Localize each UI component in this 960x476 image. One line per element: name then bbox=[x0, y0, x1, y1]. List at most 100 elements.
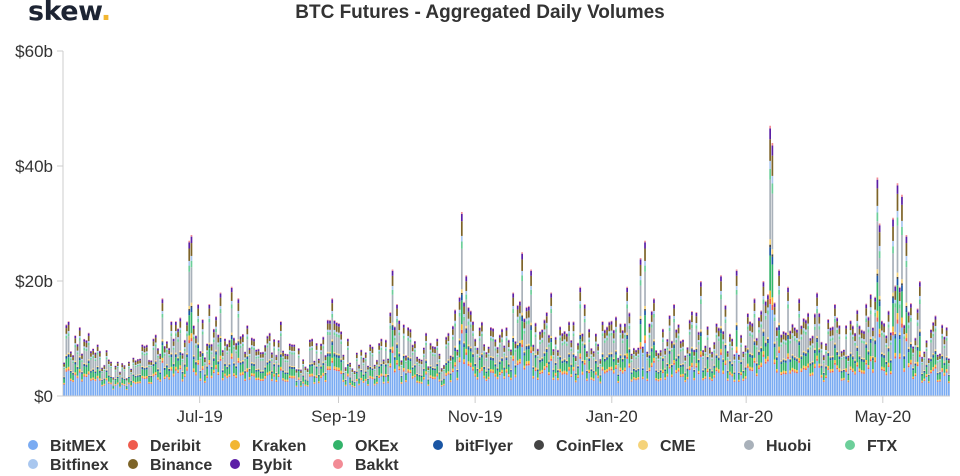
bar-segment-ftx bbox=[291, 352, 293, 355]
bar-segment-bitmex bbox=[496, 379, 499, 396]
bar-segment-bitflyer bbox=[380, 364, 383, 367]
bar-segment-cme bbox=[228, 363, 231, 365]
day-bar bbox=[586, 351, 588, 396]
bar-segment-deribit bbox=[847, 381, 850, 383]
day-bar bbox=[695, 312, 698, 396]
bar-segment-bitmex bbox=[554, 375, 557, 396]
bar-segment-bybit bbox=[523, 319, 526, 323]
bar-segment-coinflex bbox=[338, 355, 340, 356]
bar-segment-okex bbox=[284, 373, 287, 380]
day-bar bbox=[708, 347, 711, 396]
bar-segment-ftx bbox=[215, 329, 217, 333]
bar-segment-bitflyer bbox=[662, 359, 664, 362]
bar-segment-bitfinex bbox=[204, 362, 206, 364]
bar-segment-okex bbox=[559, 359, 561, 369]
day-bar bbox=[456, 349, 459, 396]
bar-segment-okex bbox=[541, 361, 544, 370]
bar-segment-coinflex bbox=[467, 346, 470, 348]
bar-segment-binance bbox=[114, 367, 117, 370]
bar-segment-kraken bbox=[682, 373, 684, 376]
bar-segment-huobi bbox=[215, 332, 217, 350]
bar-segment-okex bbox=[838, 359, 841, 369]
bar-segment-kraken bbox=[248, 377, 251, 379]
bar-segment-ftx bbox=[595, 343, 597, 346]
bar-segment-bitfinex bbox=[608, 331, 611, 334]
bar-segment-okex bbox=[715, 358, 718, 368]
bar-segment-bitmex bbox=[565, 374, 568, 396]
bar-segment-bakkt bbox=[825, 343, 827, 344]
bar-segment-okex bbox=[114, 380, 117, 385]
bar-segment-bitmex bbox=[467, 365, 470, 396]
bar-segment-kraken bbox=[324, 379, 327, 382]
bar-segment-bakkt bbox=[805, 319, 807, 321]
bar-segment-kraken bbox=[458, 357, 461, 361]
bar-segment-cme bbox=[599, 374, 602, 376]
bar-segment-binance bbox=[414, 343, 416, 349]
bar-segment-binance bbox=[478, 330, 481, 337]
bar-segment-bitfinex bbox=[420, 364, 423, 366]
bar-segment-bitflyer bbox=[597, 367, 599, 369]
bar-segment-cme bbox=[67, 352, 70, 355]
bar-segment-ftx bbox=[284, 360, 287, 363]
bar-segment-bitmex bbox=[237, 362, 240, 396]
bar-segment-kraken bbox=[150, 382, 153, 384]
bar-segment-binance bbox=[603, 332, 606, 339]
bar-segment-kraken bbox=[132, 380, 135, 383]
bar-segment-cme bbox=[726, 369, 729, 371]
bar-segment-ftx bbox=[168, 355, 170, 358]
bar-segment-binance bbox=[262, 353, 264, 358]
bar-segment-huobi bbox=[798, 317, 801, 340]
bar-segment-cme bbox=[822, 372, 825, 373]
bar-segment-binance bbox=[847, 357, 850, 361]
bar-segment-bakkt bbox=[170, 321, 173, 322]
bar-segment-binance bbox=[385, 342, 387, 347]
bar-segment-bitmex bbox=[677, 371, 680, 396]
bar-segment-coinflex bbox=[784, 360, 787, 361]
bar-segment-bitfinex bbox=[248, 353, 251, 356]
bar-segment-okex bbox=[565, 363, 568, 372]
bar-segment-bitflyer bbox=[255, 370, 258, 372]
bar-segment-bakkt bbox=[487, 346, 490, 347]
bar-segment-bitmex bbox=[825, 378, 827, 396]
bar-segment-ftx bbox=[429, 351, 432, 354]
bar-segment-ftx bbox=[63, 367, 65, 370]
bar-segment-bitflyer bbox=[329, 354, 331, 357]
bar-segment-deribit bbox=[675, 371, 678, 374]
bar-segment-okex bbox=[847, 375, 850, 381]
bar-segment-bitfinex bbox=[646, 357, 649, 359]
bar-segment-cme bbox=[561, 359, 564, 361]
bar-segment-deribit bbox=[177, 371, 179, 374]
bar-segment-okex bbox=[648, 358, 651, 368]
bar-segment-bybit bbox=[358, 364, 360, 367]
bar-segment-deribit bbox=[624, 369, 626, 372]
bar-segment-binance bbox=[443, 366, 445, 369]
bar-segment-binance bbox=[105, 352, 108, 356]
bar-segment-bitflyer bbox=[599, 375, 602, 377]
bar-segment-bakkt bbox=[561, 332, 564, 334]
bar-segment-bakkt bbox=[83, 338, 86, 340]
bar-segment-huobi bbox=[702, 359, 704, 370]
day-bar bbox=[686, 347, 689, 396]
bar-segment-bitmex bbox=[288, 378, 291, 396]
bar-segment-bitfinex bbox=[324, 360, 327, 362]
bar-segment-bybit bbox=[123, 365, 126, 367]
bar-segment-bakkt bbox=[706, 326, 709, 327]
bar-segment-cme bbox=[242, 360, 244, 362]
bar-segment-kraken bbox=[393, 368, 396, 371]
bar-segment-cme bbox=[344, 379, 347, 380]
bar-segment-deribit bbox=[635, 379, 637, 381]
bar-segment-deribit bbox=[434, 378, 436, 380]
bar-segment-binance bbox=[85, 342, 88, 348]
bar-segment-ftx bbox=[735, 289, 738, 295]
bar-segment-bitfinex bbox=[208, 315, 211, 319]
bar-segment-bybit bbox=[782, 331, 785, 335]
bar-segment-huobi bbox=[235, 353, 238, 366]
bar-segment-bitmex bbox=[548, 375, 550, 396]
bar-segment-bitfinex bbox=[353, 374, 356, 375]
bar-segment-deribit bbox=[380, 375, 383, 377]
bar-segment-cme bbox=[313, 375, 316, 377]
bar-segment-coinflex bbox=[610, 353, 613, 355]
bar-segment-huobi bbox=[668, 331, 671, 350]
bar-segment-bybit bbox=[758, 317, 760, 321]
day-bar bbox=[559, 326, 561, 396]
